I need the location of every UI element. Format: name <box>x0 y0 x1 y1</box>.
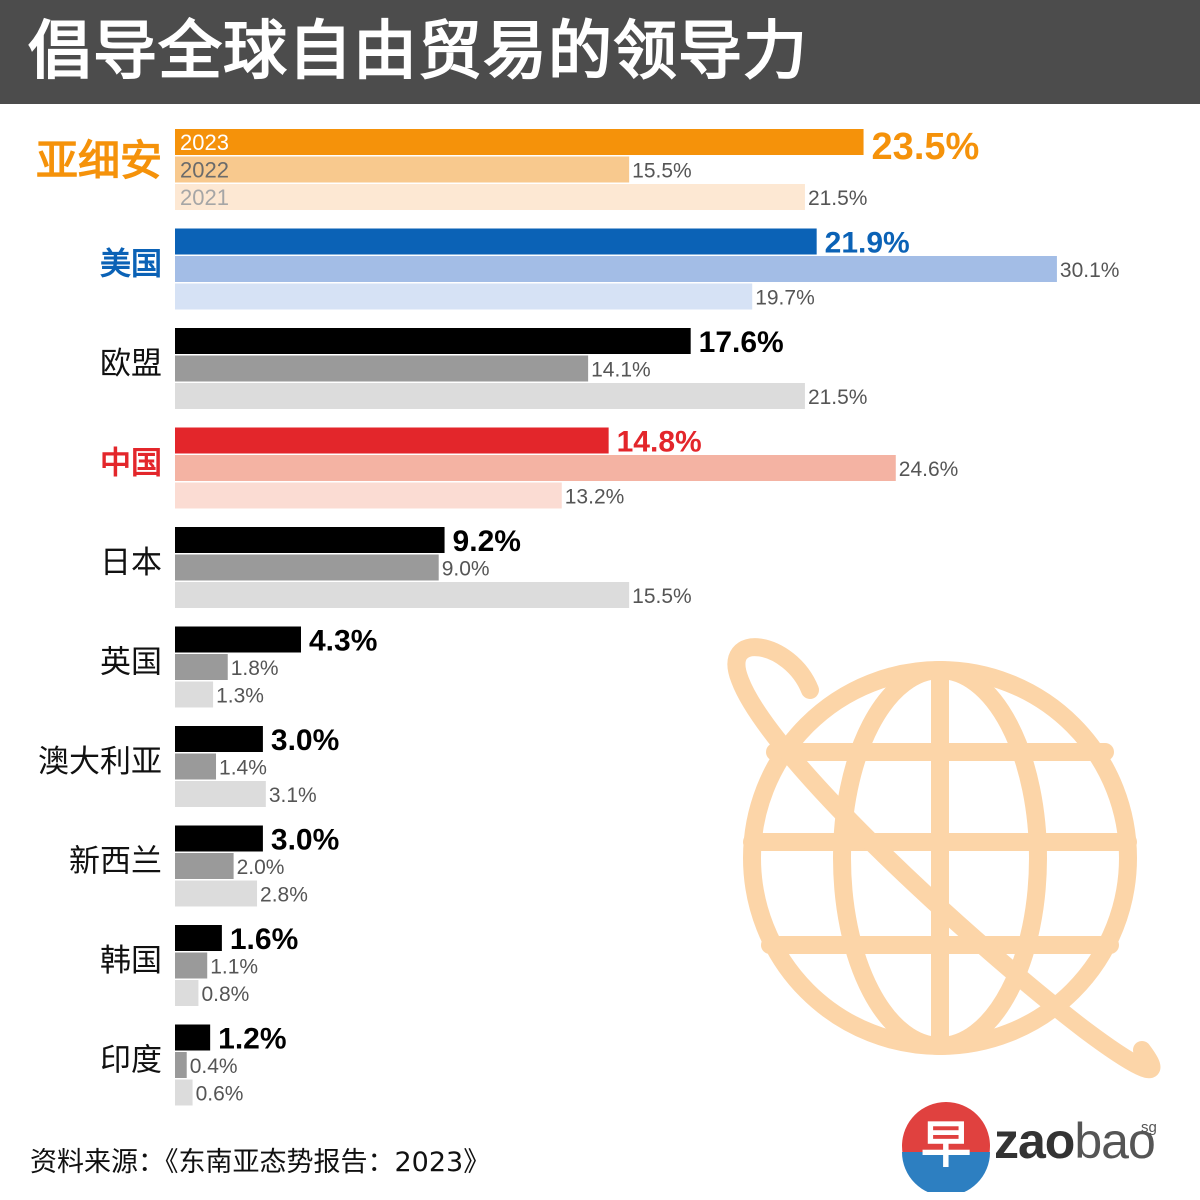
bar-2022 <box>175 654 228 680</box>
value-label-2022: 1.1% <box>210 956 258 979</box>
zaobao-logo-icon: 早 <box>902 1102 990 1192</box>
category-label: 韩国 <box>100 943 162 979</box>
value-label-2022: 14.1% <box>591 359 651 382</box>
value-label-2023: 21.9% <box>825 227 910 260</box>
value-label-2021: 21.5% <box>808 187 868 210</box>
category-label: 新西兰 <box>69 844 162 880</box>
value-label-2022: 0.4% <box>190 1055 238 1078</box>
legend-year-2023: 2023 <box>180 130 229 155</box>
bar-2022 <box>175 853 234 879</box>
bar-2021 <box>175 283 753 310</box>
value-label-2022: 2.0% <box>237 856 285 879</box>
bar-2022 <box>175 952 208 979</box>
bar-2023 <box>175 726 263 752</box>
value-label-2022: 1.4% <box>219 757 267 780</box>
category-label: 亚细安 <box>36 136 162 185</box>
bar-2022 <box>175 455 896 481</box>
bar-2022 <box>175 256 1057 282</box>
value-label-2021: 1.3% <box>216 685 264 708</box>
value-label-2021: 21.5% <box>808 386 868 409</box>
value-label-2021: 13.2% <box>565 486 625 509</box>
wordmark-bao: bao <box>1074 1113 1155 1169</box>
category-label: 印度 <box>100 1043 162 1079</box>
bar-2022 <box>175 1052 187 1078</box>
bar-2023 <box>175 825 263 852</box>
bar-2023 <box>175 925 222 951</box>
value-label-2021: 0.6% <box>196 1083 244 1106</box>
wordmark-zao: zao <box>994 1113 1075 1169</box>
title-bar: 倡导全球自由贸易的领导力 <box>0 0 1200 104</box>
value-label-2022: 15.5% <box>632 160 692 183</box>
bar-2022 <box>175 355 589 382</box>
value-label-2023: 14.8% <box>617 426 702 459</box>
bar-2021 <box>175 880 258 907</box>
value-label-2022: 1.8% <box>231 657 279 680</box>
bar-2021 <box>175 781 266 807</box>
wordmark-sg: sg <box>1141 1119 1157 1136</box>
bar-2021 <box>175 482 562 509</box>
category-label: 日本 <box>100 545 162 581</box>
value-label-2022: 30.1% <box>1060 259 1120 282</box>
bar-2022 <box>175 554 439 581</box>
zaobao-wordmark: zaobao <box>994 1112 1156 1170</box>
value-label-2023: 9.2% <box>453 525 521 558</box>
bar-2022 <box>175 156 630 183</box>
value-label-2023: 23.5% <box>872 126 980 168</box>
category-label: 美国 <box>100 247 162 283</box>
bar-2023 <box>175 427 609 454</box>
bar-2023 <box>175 129 864 155</box>
bar-2022 <box>175 753 217 780</box>
bar-2023 <box>175 328 691 354</box>
value-label-2023: 3.0% <box>271 724 339 757</box>
bar-2023 <box>175 527 445 553</box>
value-label-2021: 0.8% <box>201 983 249 1006</box>
value-label-2021: 2.8% <box>260 884 308 907</box>
value-label-2023: 1.2% <box>218 1023 286 1056</box>
source-note: 资料来源：《东南亚态势报告：2023》 <box>30 1147 491 1178</box>
category-label: 英国 <box>100 645 162 681</box>
category-label: 欧盟 <box>100 346 162 382</box>
category-label: 澳大利亚 <box>38 744 162 780</box>
legend-year-2021: 2021 <box>180 185 229 210</box>
bar-2021 <box>175 184 805 210</box>
bar-2023 <box>175 626 301 653</box>
bar-2023 <box>175 228 817 255</box>
bar-2021 <box>175 980 199 1006</box>
category-label: 中国 <box>100 446 162 482</box>
value-label-2023: 17.6% <box>699 326 784 359</box>
bar-2023 <box>175 1024 211 1051</box>
value-label-2021: 3.1% <box>269 784 317 807</box>
bar-2021 <box>175 582 630 608</box>
value-label-2022: 24.6% <box>899 458 959 481</box>
bar-2021 <box>175 681 214 708</box>
value-label-2023: 3.0% <box>271 824 339 857</box>
logo-glyph: 早 <box>921 1116 971 1174</box>
page-title: 倡导全球自由贸易的领导力 <box>28 15 808 89</box>
value-label-2023: 4.3% <box>309 625 377 658</box>
value-label-2022: 9.0% <box>442 558 490 581</box>
value-label-2021: 19.7% <box>755 287 815 310</box>
value-label-2023: 1.6% <box>230 923 298 956</box>
bar-chart: 亚细安 23.5% 2023 15.5% 2022 21.5% 2021 美国 21.9% 30.… <box>36 126 1120 1106</box>
bar-2021 <box>175 383 805 409</box>
legend-year-2022: 2022 <box>180 158 229 183</box>
bar-2021 <box>175 1079 193 1106</box>
value-label-2021: 15.5% <box>632 585 692 608</box>
